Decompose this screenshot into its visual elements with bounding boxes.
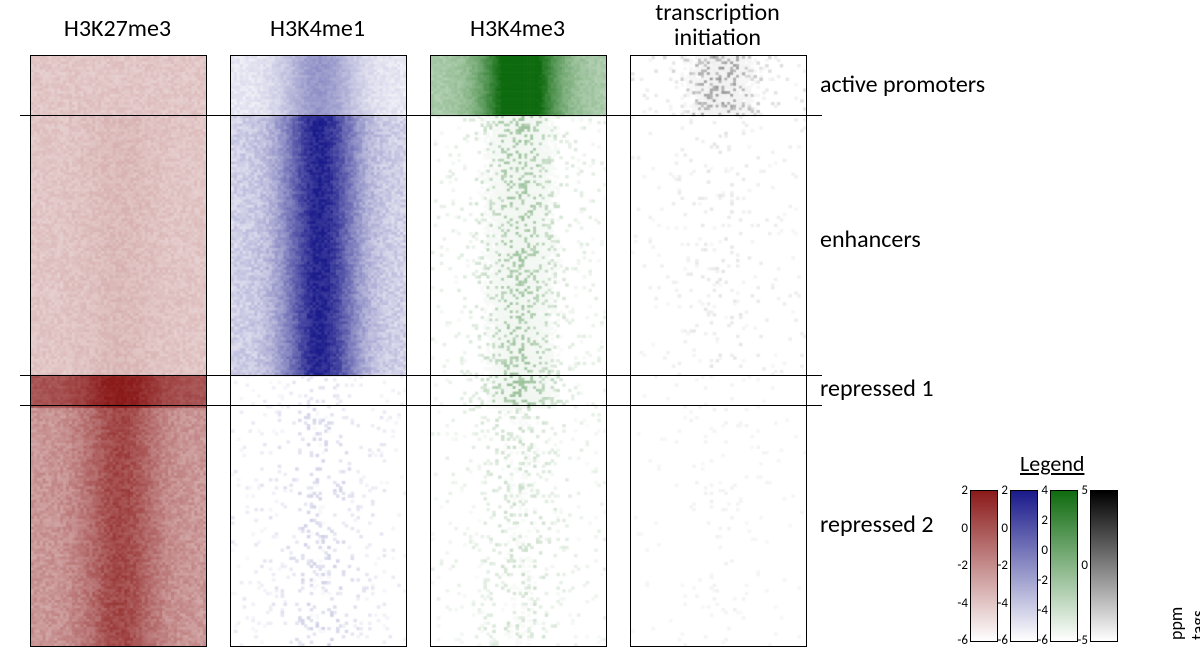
legend-tick: 4: [1030, 483, 1048, 498]
legend-tick: -6: [990, 633, 1008, 648]
column-label-h3k27me3: H3K27me3: [30, 14, 205, 43]
legend-tick: 2: [950, 483, 968, 498]
separator-line-3: [20, 405, 822, 406]
heatmap-h3k4me1: [230, 55, 407, 647]
legend-tick: 5: [1070, 483, 1088, 498]
heatmap-transcription: [630, 55, 807, 647]
legend-bar-3: [1090, 490, 1118, 642]
column-label-h3k4me3: H3K4me3: [430, 14, 605, 43]
legend-title: Legend: [1020, 450, 1084, 477]
row-label-active-promoters: active promoters: [820, 70, 985, 99]
legend-tick: -4: [990, 596, 1008, 611]
legend-tick: 0: [1030, 543, 1048, 558]
legend-tick: -4: [950, 596, 968, 611]
row-label-enhancers: enhancers: [820, 225, 921, 254]
legend-tick: -6: [1030, 633, 1048, 648]
heatmap-h3k4me3: [430, 55, 607, 647]
legend-tick: 0: [950, 521, 968, 536]
legend-tick: 2: [990, 483, 1008, 498]
legend-tick: 2: [1030, 513, 1048, 528]
separator-line-1: [20, 115, 822, 116]
legend-tick: 0: [990, 521, 1008, 536]
legend-tick: -2: [990, 558, 1008, 573]
legend-tick: -6: [950, 633, 968, 648]
legend-tick: 0: [1070, 558, 1088, 573]
row-label-repressed1: repressed 1: [820, 374, 934, 403]
legend-tick: -5: [1070, 633, 1088, 648]
column-label-h3k4me1: H3K4me1: [230, 14, 405, 43]
legend-tick: -2: [1030, 573, 1048, 588]
row-label-repressed2: repressed 2: [820, 510, 934, 539]
legend-axis-label: ppm tags (log₂): [1165, 601, 1200, 640]
separator-line-2: [20, 375, 822, 376]
column-label-transcription: transcriptioninitiation: [630, 0, 805, 50]
legend-tick: -2: [950, 558, 968, 573]
legend-tick: -4: [1030, 603, 1048, 618]
heatmap-h3k27me3: [30, 55, 207, 647]
